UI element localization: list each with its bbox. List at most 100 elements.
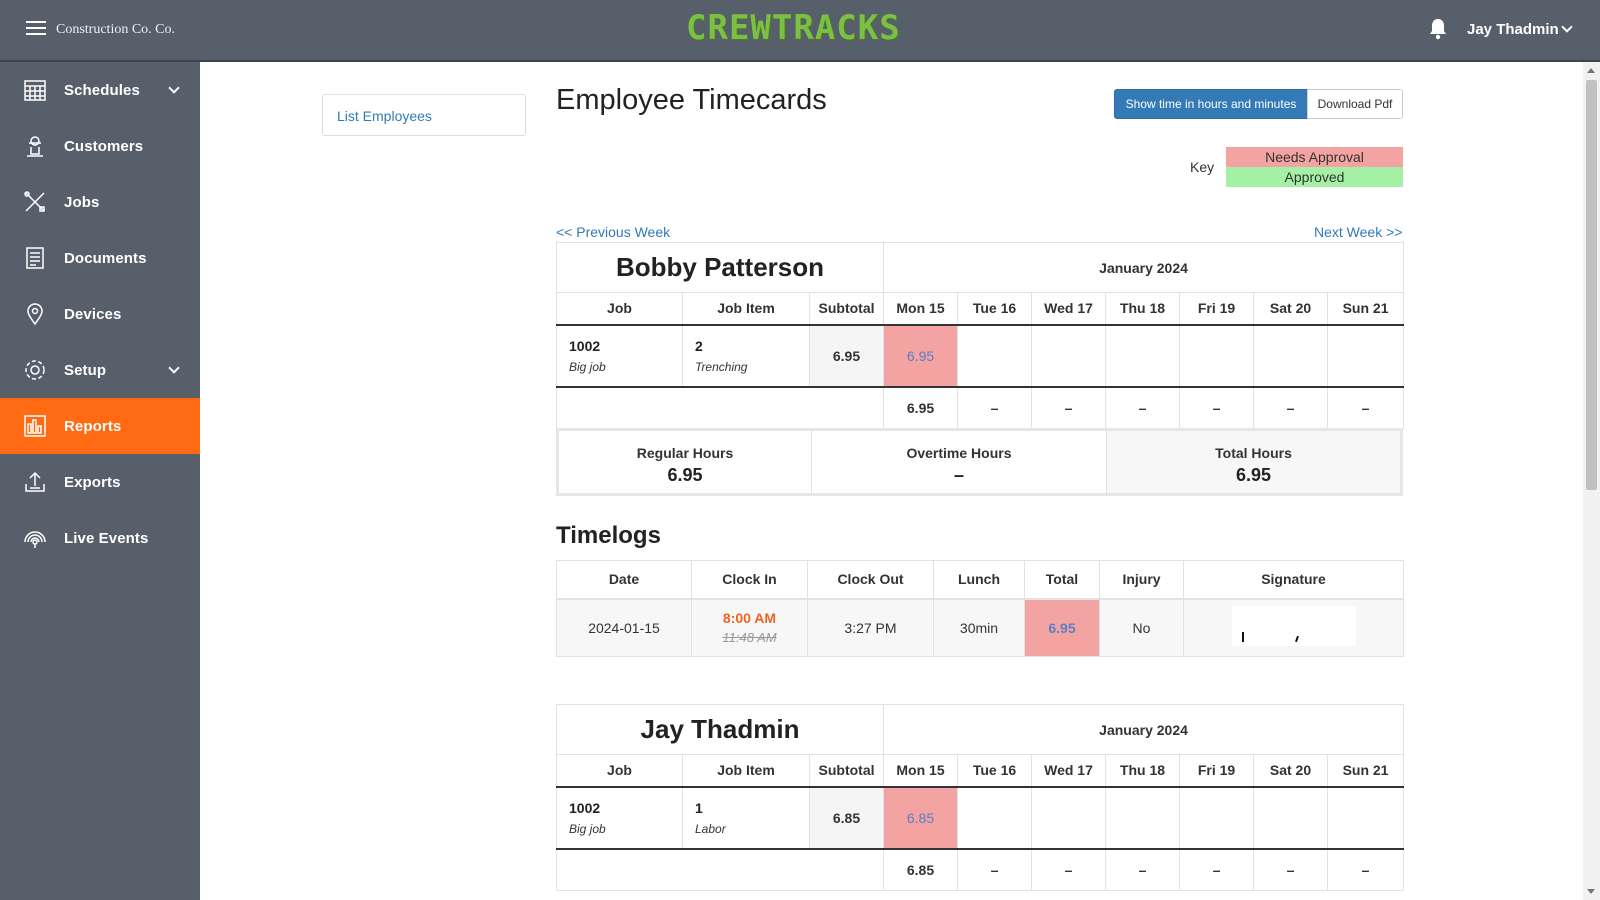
table-row: 1002 Big job 2 Trenching 6.95 6.95 xyxy=(556,324,1405,388)
job-number: 1002 xyxy=(569,337,601,354)
column-header: Lunch xyxy=(933,560,1025,600)
day-hours-cell xyxy=(957,324,1033,388)
sidebar-item-documents[interactable]: Documents xyxy=(0,230,200,286)
sidebar-item-label: Setup xyxy=(64,361,107,379)
day-total: 6.85 xyxy=(883,848,958,891)
day-hours-cell xyxy=(1327,324,1405,388)
regular-hours-value: 6.95 xyxy=(667,465,703,485)
column-header: Fri 19 xyxy=(1179,754,1254,788)
day-hours-cell xyxy=(1105,324,1181,388)
column-header: Sat 20 xyxy=(1253,754,1328,788)
column-header: Injury xyxy=(1099,560,1184,600)
log-date: 2024-01-15 xyxy=(556,598,692,657)
column-header: Mon 15 xyxy=(883,754,958,788)
totals-row: 6.95 – – – – – – xyxy=(555,386,1405,429)
signature-image xyxy=(1231,606,1356,647)
sidebar-item-reports[interactable]: Reports xyxy=(0,398,200,454)
bell-icon[interactable] xyxy=(1428,18,1448,40)
job-item-number: 1 xyxy=(695,799,703,816)
list-employees-link[interactable]: List Employees xyxy=(322,94,526,136)
day-total: – xyxy=(957,848,1032,891)
day-total: – xyxy=(1105,386,1181,429)
subtotal-cell: 6.85 xyxy=(809,786,884,850)
sidebar-item-exports[interactable]: Exports xyxy=(0,454,200,510)
job-item-cell: 1 Labor xyxy=(682,786,810,850)
column-header: Job Item xyxy=(682,754,810,788)
day-hours-cell xyxy=(1253,324,1329,388)
total-hours-label: Total Hours xyxy=(1215,445,1292,461)
scroll-down-arrow-icon[interactable] xyxy=(1587,889,1595,894)
job-name: Big job xyxy=(569,821,606,836)
column-header: Job xyxy=(556,292,683,326)
job-number: 1002 xyxy=(569,799,601,816)
previous-week-link[interactable]: << Previous Week xyxy=(556,224,671,240)
table-row[interactable]: 2024-01-15 8:00 AM 11:48 AM 3:27 PM 30mi… xyxy=(556,598,1404,657)
sidebar-item-label: Reports xyxy=(64,417,122,435)
column-header: Subtotal xyxy=(808,292,885,326)
column-header: Wed 17 xyxy=(1031,754,1106,788)
day-hours-cell xyxy=(1179,786,1254,850)
log-clock-in: 8:00 AM 11:48 AM xyxy=(691,598,808,657)
chevron-down-icon xyxy=(168,362,180,374)
totals-row: 6.85 – – – – – – xyxy=(556,848,1405,891)
calendar-icon xyxy=(22,77,48,103)
overtime-hours-value: – xyxy=(953,465,964,485)
scroll-up-arrow-icon[interactable] xyxy=(1587,68,1595,73)
job-name: Big job xyxy=(569,359,606,374)
sidebar-item-label: Customers xyxy=(64,137,144,155)
table-row: 1002 Big job 1 Labor 6.85 6.85 xyxy=(556,786,1405,850)
sidebar-item-label: Documents xyxy=(64,249,147,267)
show-time-hours-minutes-button[interactable]: Show time in hours and minutes xyxy=(1114,89,1308,119)
day-total: – xyxy=(1326,848,1405,891)
column-header: Sun 21 xyxy=(1327,292,1405,326)
regular-hours: Regular Hours 6.95 xyxy=(559,431,812,493)
next-week-link[interactable]: Next Week >> xyxy=(1314,224,1403,240)
sidebar-item-setup[interactable]: Setup xyxy=(0,342,200,398)
sidebar: Schedules Customers Jobs Documents Devic… xyxy=(0,62,200,900)
day-hours-cell xyxy=(1105,786,1180,850)
day-total: – xyxy=(1179,386,1255,429)
chevron-down-icon xyxy=(168,82,180,94)
bar-chart-icon xyxy=(22,413,48,439)
sidebar-item-schedules[interactable]: Schedules xyxy=(0,62,200,118)
crewtracks-logo[interactable]: CREWTRACKS xyxy=(686,8,901,48)
documents-icon xyxy=(22,245,48,271)
scroll-thumb[interactable] xyxy=(1586,80,1597,490)
chevron-down-icon xyxy=(1561,21,1573,33)
day-total: – xyxy=(1031,848,1106,891)
user-menu[interactable]: Jay Thadmin xyxy=(1467,21,1573,38)
download-pdf-button[interactable]: Download Pdf xyxy=(1307,89,1403,119)
column-header: Sat 20 xyxy=(1253,292,1329,326)
column-header: Total xyxy=(1024,560,1100,600)
sidebar-item-devices[interactable]: Devices xyxy=(0,286,200,342)
job-cell: 1002 Big job xyxy=(556,324,683,388)
day-hours-cell[interactable]: 6.95 xyxy=(883,324,959,388)
day-total: – xyxy=(957,386,1033,429)
menu-icon[interactable] xyxy=(26,21,46,37)
sidebar-item-customers[interactable]: Customers xyxy=(0,118,200,174)
job-item-cell: 2 Trenching xyxy=(682,324,810,388)
company-name: Construction Co. Co. xyxy=(56,22,176,37)
totals-spacer xyxy=(555,386,885,429)
employee-name: Bobby Patterson xyxy=(555,242,885,293)
sidebar-item-label: Schedules xyxy=(64,81,140,99)
tools-icon xyxy=(22,189,48,215)
sidebar-item-jobs[interactable]: Jobs xyxy=(0,174,200,230)
log-total[interactable]: 6.95 xyxy=(1024,598,1100,657)
key-label: Key xyxy=(1190,159,1215,175)
totals-spacer xyxy=(556,848,884,891)
timecard-table: Bobby Patterson January 2024 Job Job Ite… xyxy=(555,242,1405,429)
scrollbar[interactable] xyxy=(1583,62,1600,900)
column-header: Mon 15 xyxy=(883,292,959,326)
day-hours-cell xyxy=(1031,786,1106,850)
page-title: Employee Timecards xyxy=(556,84,827,116)
day-total: – xyxy=(1327,386,1405,429)
column-header: Fri 19 xyxy=(1179,292,1255,326)
column-header: Clock In xyxy=(691,560,808,600)
clock-in-original-time: 11:48 AM xyxy=(722,630,777,646)
month-label: January 2024 xyxy=(883,242,1405,293)
day-hours-cell[interactable]: 6.85 xyxy=(883,786,958,850)
sidebar-item-live-events[interactable]: Live Events xyxy=(0,510,200,566)
column-header: Signature xyxy=(1183,560,1404,600)
total-hours-value: 6.95 xyxy=(1235,465,1272,485)
